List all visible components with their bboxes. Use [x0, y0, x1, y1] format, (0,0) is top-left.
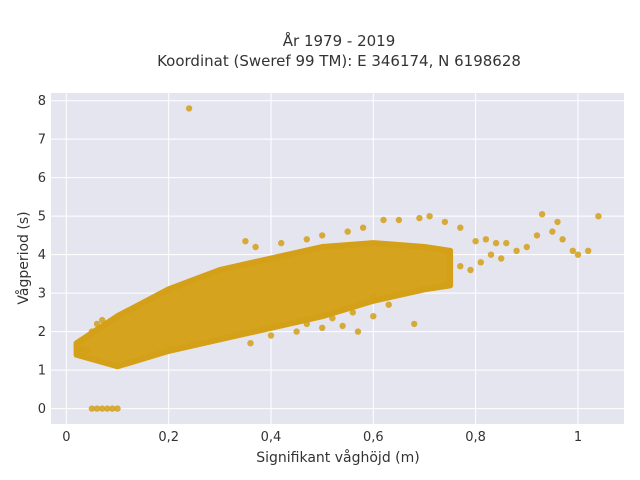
data-point [99, 405, 106, 412]
data-point [385, 301, 392, 308]
data-point [411, 320, 418, 328]
data-point [344, 228, 351, 235]
data-point [329, 315, 336, 322]
chart-title-line2: Koordinat (Sweref 99 TM): E 346174, N 61… [157, 52, 521, 70]
data-point [78, 345, 85, 353]
dense-scatter-cloud [73, 240, 454, 370]
data-point [585, 247, 592, 254]
data-point [477, 259, 484, 266]
data-point [99, 316, 106, 324]
data-point [533, 232, 541, 239]
data-point [319, 324, 326, 331]
data-point [426, 213, 433, 220]
data-point [416, 214, 423, 222]
y-tick-label: 5 [38, 210, 46, 225]
data-point [370, 293, 377, 301]
data-point [492, 239, 500, 247]
data-point [319, 232, 326, 239]
x-tick-label: 1 [574, 430, 582, 445]
data-point [88, 328, 96, 335]
x-tick-label: 0,6 [363, 430, 384, 445]
x-tick-label: 0,4 [261, 430, 282, 445]
data-point [538, 211, 546, 218]
x-tick-label: 0,8 [465, 430, 486, 445]
data-point [467, 266, 474, 274]
density-band-layer [73, 240, 454, 370]
data-point [559, 236, 566, 243]
data-point [339, 322, 346, 330]
data-point [293, 328, 300, 335]
y-tick-label: 6 [38, 171, 46, 186]
data-point [569, 247, 576, 254]
data-point [267, 332, 275, 339]
data-point [93, 405, 101, 412]
y-tick-label: 1 [38, 364, 46, 379]
y-tick-label: 7 [38, 133, 46, 148]
data-point [400, 289, 408, 297]
data-point [549, 228, 556, 235]
data-point [523, 243, 530, 251]
tick-layer: 0 0,2 0,4 0,6 0,8 1 0 1 2 3 4 5 6 7 8 [38, 94, 582, 445]
data-point [73, 343, 80, 351]
data-point [303, 320, 310, 328]
chart-title-line1: År 1979 - 2019 [283, 31, 396, 50]
data-point [595, 213, 602, 220]
data-point [278, 239, 285, 247]
data-point [104, 405, 111, 412]
y-tick-label: 3 [38, 287, 46, 302]
x-tick-label: 0 [62, 430, 70, 445]
x-axis-label: Signifikant våghöjd (m) [256, 449, 419, 466]
data-point [83, 347, 91, 355]
data-point [354, 328, 362, 335]
data-point [472, 238, 479, 245]
y-axis-label: Vågperiod (s) [15, 211, 32, 304]
y-tick-label: 4 [38, 248, 46, 263]
y-tick-label: 0 [38, 402, 46, 417]
data-point [359, 224, 367, 231]
data-point [487, 251, 495, 258]
data-point [503, 239, 510, 247]
data-point [185, 105, 193, 112]
data-point [380, 216, 387, 224]
y-tick-label: 2 [38, 325, 46, 340]
data-point [498, 255, 505, 262]
data-point [441, 218, 449, 226]
data-point [349, 309, 356, 316]
data-point [303, 236, 310, 243]
data-point [482, 236, 490, 243]
data-point [114, 405, 121, 412]
point-layer [73, 105, 602, 412]
data-point [109, 405, 116, 412]
data-point [554, 218, 561, 226]
data-point [457, 263, 464, 270]
y-tick-label: 8 [38, 94, 46, 109]
data-point [574, 251, 582, 258]
data-point [370, 313, 377, 320]
data-point [252, 243, 259, 251]
x-tick-label: 0,2 [158, 430, 179, 445]
data-point [247, 340, 254, 347]
data-point [242, 238, 249, 245]
data-point [513, 247, 520, 254]
data-point [395, 216, 403, 224]
data-point [93, 320, 101, 328]
data-point [457, 224, 464, 231]
data-point [88, 405, 96, 412]
